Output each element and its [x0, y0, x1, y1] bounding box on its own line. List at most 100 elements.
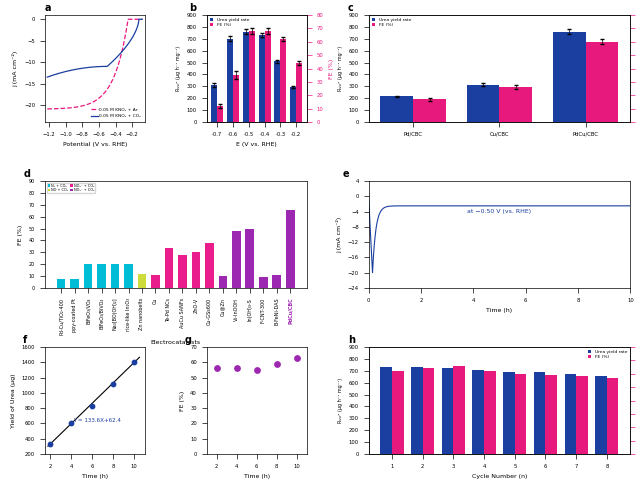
0.05 M KNO₃ + Ar [81, 102, 89, 108]
Bar [191, 252, 200, 288]
X-axis label: Time (h): Time (h) [244, 475, 269, 480]
Bar [553, 31, 586, 122]
Text: g: g [185, 335, 192, 345]
Bar [380, 367, 392, 454]
Text: Y = 133.6X+62.4: Y = 133.6X+62.4 [73, 418, 121, 423]
Bar [264, 31, 271, 122]
Bar [423, 368, 435, 454]
Bar [454, 366, 465, 454]
Bar [259, 35, 264, 122]
Bar [243, 31, 249, 122]
Point [108, 380, 118, 388]
Y-axis label: FE (%): FE (%) [329, 58, 333, 79]
Bar [564, 374, 576, 454]
Bar [218, 276, 227, 288]
Bar [411, 367, 423, 454]
Bar [286, 210, 295, 288]
Bar [380, 96, 413, 122]
Bar [138, 274, 147, 288]
0.05 M KNO₃ + CO₂ [55, 70, 63, 76]
Text: e: e [342, 169, 349, 179]
X-axis label: Potential (V vs. RHE): Potential (V vs. RHE) [63, 142, 127, 147]
X-axis label: Time (h): Time (h) [486, 308, 513, 313]
Point [45, 440, 55, 448]
Y-axis label: Rᵤᵥᵣᵄ (μg h⁻¹ mg⁻¹): Rᵤᵥᵣᵄ (μg h⁻¹ mg⁻¹) [338, 378, 343, 423]
Text: f: f [23, 335, 27, 345]
Point [129, 357, 140, 365]
Legend: 0.05 M KNO₃ + Ar, 0.05 M KNO₃ + CO₂: 0.05 M KNO₃ + Ar, 0.05 M KNO₃ + CO₂ [89, 106, 143, 120]
Bar [275, 61, 280, 122]
Bar [607, 378, 618, 454]
0.05 M KNO₃ + Ar [112, 69, 120, 75]
Bar [499, 87, 532, 122]
Point [232, 364, 242, 372]
0.05 M KNO₃ + Ar [124, 16, 132, 22]
Bar [178, 255, 187, 288]
Bar [484, 371, 496, 454]
0.05 M KNO₃ + CO₂ [44, 74, 51, 80]
0.05 M KNO₃ + CO₂ [103, 63, 111, 69]
X-axis label: Cycle Number (n): Cycle Number (n) [472, 475, 527, 480]
Text: b: b [189, 3, 196, 13]
Bar [97, 264, 106, 288]
Text: c: c [348, 3, 353, 13]
Bar [503, 372, 515, 454]
0.05 M KNO₃ + CO₂ [113, 55, 120, 61]
0.05 M KNO₃ + CO₂ [81, 65, 89, 71]
Legend: Urea yield rate, FE (%): Urea yield rate, FE (%) [371, 17, 412, 28]
Bar [232, 231, 241, 288]
Y-axis label: Rᵤᵥᵣᵄ (μg h⁻¹ mg⁻¹): Rᵤᵥᵣᵄ (μg h⁻¹ mg⁻¹) [338, 46, 343, 91]
Y-axis label: Yield of Urea (μg): Yield of Urea (μg) [11, 373, 16, 428]
Bar [233, 75, 239, 122]
0.05 M KNO₃ + CO₂ [74, 66, 82, 72]
Bar [164, 248, 173, 288]
Text: h: h [348, 335, 355, 345]
Bar [217, 106, 223, 122]
Bar [246, 229, 254, 288]
Bar [57, 278, 65, 288]
Line: 0.05 M KNO₃ + Ar: 0.05 M KNO₃ + Ar [47, 19, 142, 109]
X-axis label: Time (h): Time (h) [82, 475, 108, 480]
Bar [259, 277, 268, 288]
Point [66, 419, 76, 427]
Bar [296, 63, 302, 122]
Y-axis label: j (mA cm⁻²): j (mA cm⁻²) [336, 217, 342, 252]
Bar [586, 42, 618, 122]
Bar [273, 275, 281, 288]
Bar [467, 85, 499, 122]
Bar [392, 371, 404, 454]
X-axis label: Electrocatalysts: Electrocatalysts [150, 340, 201, 345]
Bar [290, 87, 296, 122]
Point [87, 402, 97, 410]
Bar [515, 374, 527, 454]
Point [271, 360, 282, 368]
X-axis label: E (V vs. RHE): E (V vs. RHE) [236, 142, 277, 147]
Bar [249, 31, 255, 122]
Bar [595, 376, 607, 454]
Bar [205, 243, 214, 288]
0.05 M KNO₃ + Ar [44, 106, 51, 112]
Y-axis label: Rᵤᵥᵣᵄ (μg h⁻¹ mg⁻¹): Rᵤᵥᵣᵄ (μg h⁻¹ mg⁻¹) [176, 46, 181, 91]
0.05 M KNO₃ + Ar [113, 68, 120, 74]
Bar [227, 39, 233, 122]
Y-axis label: FE (%): FE (%) [19, 225, 23, 245]
Legend: N₂ + CO₂, NO + CO₂, NO₃⁻ + CO₂, NO₃⁻ + CO₂: N₂ + CO₂, NO + CO₂, NO₃⁻ + CO₂, NO₃⁻ + C… [47, 183, 95, 194]
Text: at −0.50 V (vs. RHE): at −0.50 V (vs. RHE) [467, 209, 532, 214]
0.05 M KNO₃ + Ar [103, 86, 111, 92]
Bar [442, 368, 454, 454]
Bar [413, 99, 446, 122]
Line: 0.05 M KNO₃ + CO₂: 0.05 M KNO₃ + CO₂ [47, 19, 142, 77]
0.05 M KNO₃ + Ar [74, 104, 82, 110]
Point [291, 354, 301, 362]
Legend: Urea yield rate, FE (%): Urea yield rate, FE (%) [587, 349, 628, 360]
Bar [151, 275, 160, 288]
0.05 M KNO₃ + Ar [138, 16, 146, 22]
Bar [472, 370, 484, 454]
Bar [576, 376, 588, 454]
Text: d: d [24, 169, 31, 179]
Y-axis label: FE (%): FE (%) [180, 390, 185, 411]
Bar [111, 264, 120, 288]
Bar [534, 372, 545, 454]
Point [252, 366, 262, 374]
Bar [545, 375, 557, 454]
